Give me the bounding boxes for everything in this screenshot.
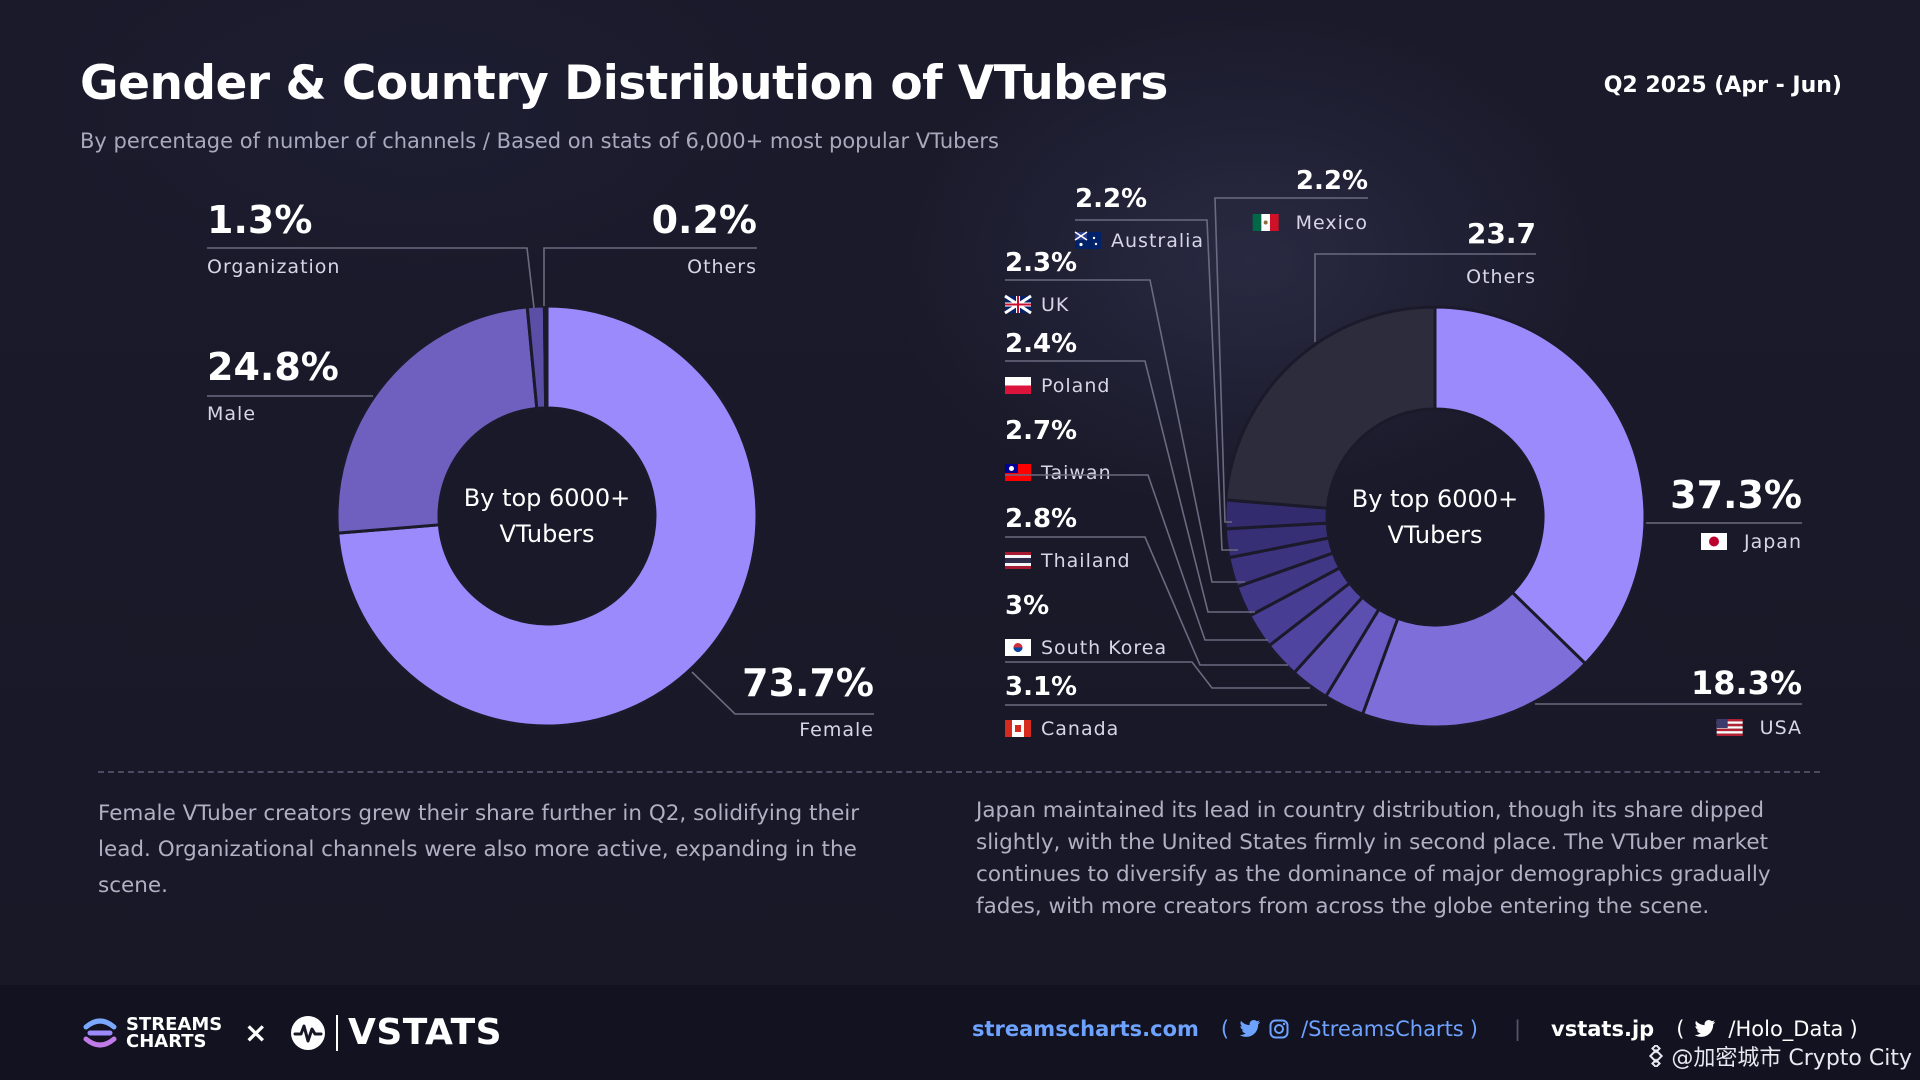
instagram-icon[interactable] [1269, 1019, 1289, 1039]
country-label-uk: UK [1041, 294, 1069, 316]
country-label-mexico: Mexico [1296, 212, 1368, 234]
gender-label-organization: Organization [207, 256, 340, 278]
gender-value-male: 24.8% [207, 345, 339, 389]
gender-label-female: Female [799, 719, 874, 741]
country-label-others: Others [1466, 266, 1536, 288]
gender-label-male: Male [207, 403, 256, 425]
country-flag-south-korea-icon [1005, 639, 1031, 656]
footer-links: streamscharts.com ( /StreamsCharts ) | v… [972, 1017, 1864, 1041]
country-value-uk: 2.3% [1005, 248, 1077, 278]
country-leader-uk [1005, 279, 1245, 583]
country-flag-taiwan-icon [1005, 464, 1031, 481]
country-flag-thailand-icon [1005, 552, 1031, 569]
binance-icon [1649, 1045, 1664, 1067]
paren-close-a: ) [1469, 1017, 1478, 1041]
country-leader-poland [1005, 360, 1255, 613]
country-value-canada: 3.1% [1005, 672, 1077, 702]
country-value-usa: 18.3% [1691, 664, 1802, 702]
country-center-label: VTubers [1387, 521, 1482, 549]
country-note: Japan maintained its lead in country dis… [976, 798, 1771, 919]
page-subtitle: By percentage of number of channels / Ba… [80, 129, 999, 153]
country-donut-chart: By top 6000+ VTubers 37.3% Japan 18.3% USA 23.… [1004, 166, 1802, 740]
country-label-usa: USA [1760, 717, 1802, 739]
country-leader-south-korea [1005, 661, 1310, 689]
country-center-label: By top 6000+ [1352, 485, 1518, 513]
country-label-thailand: Thailand [1040, 550, 1131, 572]
paren-open-b: ( [1676, 1017, 1685, 1041]
gender-leader-others [543, 247, 757, 306]
country-leader-australia [1075, 219, 1238, 551]
gender-value-others: 0.2% [652, 198, 757, 242]
gender-label-others: Others [687, 256, 757, 278]
page-title: Gender & Country Distribution of VTubers [80, 56, 1168, 111]
brand-times-sign: × [244, 1016, 268, 1049]
watermark: @加密城市 Crypto City [1645, 1040, 1912, 1072]
country-flag-uk-icon [1004, 294, 1032, 315]
gender-value-organization: 1.3% [207, 198, 312, 242]
country-value-mexico: 2.2% [1296, 166, 1368, 196]
country-label-japan: Japan [1743, 531, 1802, 553]
paren-open-a: ( [1220, 1017, 1230, 1041]
gender-value-female: 73.7% [742, 661, 874, 705]
gender-center-label: VTubers [499, 520, 594, 548]
country-value-poland: 2.4% [1005, 329, 1077, 359]
country-leader-thailand [1005, 536, 1288, 666]
country-value-others: 23.7 [1467, 217, 1536, 250]
gender-slice-male [335, 305, 539, 535]
vstats-logo-icon [291, 1015, 325, 1050]
country-flag-japan-icon [1701, 533, 1727, 550]
streamscharts-link[interactable]: streamscharts.com [972, 1017, 1199, 1041]
vstats-divider [336, 1014, 338, 1051]
paren-close-b: ) [1849, 1017, 1858, 1041]
country-flag-poland-icon [1005, 377, 1031, 394]
streamscharts-logo-icon [83, 1018, 117, 1048]
vstats-link[interactable]: vstats.jp [1551, 1017, 1655, 1041]
gender-slice-others [542, 304, 549, 410]
gender-leader-female [691, 671, 874, 715]
gender-slice-female [336, 304, 759, 728]
country-slice-usa [1360, 590, 1588, 729]
country-flag-australia-icon [1074, 231, 1101, 249]
vstats-handle[interactable]: /Holo_Data [1728, 1017, 1844, 1041]
streamscharts-handle[interactable]: /StreamsCharts [1301, 1017, 1464, 1041]
country-label-canada: Canada [1041, 718, 1119, 740]
country-leader-others [1314, 253, 1536, 342]
country-flag-usa-icon [1716, 719, 1743, 736]
twitter-icon[interactable] [1239, 1019, 1261, 1039]
streamscharts-word-1: STREAMS [126, 1014, 223, 1035]
period-label: Q2 2025 (Apr - Jun) [1603, 73, 1842, 98]
vstats-brand[interactable]: VSTATS [290, 1012, 502, 1053]
country-slice-japan [1433, 305, 1647, 666]
gender-donut-chart: By top 6000+ VTubers 73.7% Female 24.8% Male 1… [207, 198, 874, 741]
vstats-wordmark: VSTATS [348, 1012, 503, 1053]
country-slice-others [1224, 305, 1437, 510]
country-value-south-korea: 3% [1005, 591, 1049, 621]
gender-center-label: By top 6000+ [464, 484, 630, 512]
gender-leader-organization [207, 247, 535, 309]
watermark-text: @加密城市 Crypto City [1671, 1046, 1912, 1071]
country-label-poland: Poland [1041, 375, 1110, 397]
country-flag-mexico-icon [1252, 214, 1279, 231]
country-label-taiwan: Taiwan [1040, 462, 1112, 484]
country-leader-mexico [1214, 197, 1368, 523]
section-divider [98, 771, 1820, 773]
country-value-thailand: 2.8% [1005, 504, 1077, 534]
charts-canvas: By top 6000+ VTubers 73.7% Female 24.8% Male 1… [207, 166, 1802, 741]
gender-note: Female VTuber creators grew their share … [98, 801, 860, 898]
country-label-south-korea: South Korea [1041, 637, 1167, 659]
footer-separator: | [1513, 1017, 1522, 1041]
twitter-icon[interactable] [1694, 1019, 1716, 1039]
streamscharts-word-2: CHARTS [126, 1031, 207, 1052]
country-value-australia: 2.2% [1075, 184, 1147, 214]
streamscharts-brand[interactable]: STREAMS CHARTS [80, 1013, 222, 1053]
country-label-australia: Australia [1111, 230, 1204, 252]
country-value-japan: 37.3% [1670, 473, 1802, 517]
country-value-taiwan: 2.7% [1005, 416, 1077, 446]
country-leader-taiwan [1005, 474, 1268, 641]
country-flag-canada-icon [1005, 720, 1031, 737]
